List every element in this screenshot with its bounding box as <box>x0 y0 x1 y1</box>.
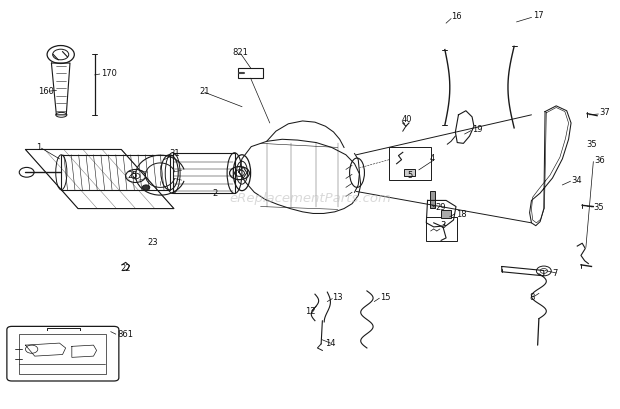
Text: 19: 19 <box>472 126 482 135</box>
Text: 31: 31 <box>169 149 180 158</box>
Text: 3: 3 <box>440 221 445 230</box>
Text: 17: 17 <box>533 11 543 20</box>
Text: 35: 35 <box>586 140 596 149</box>
Text: 821: 821 <box>232 48 248 57</box>
Circle shape <box>143 185 150 190</box>
Text: 18: 18 <box>456 210 467 219</box>
Bar <box>430 191 435 208</box>
Text: eReplacementParts.com: eReplacementParts.com <box>229 192 391 205</box>
Text: 16: 16 <box>451 13 462 22</box>
Text: 1: 1 <box>37 143 42 152</box>
Text: 40: 40 <box>402 115 412 124</box>
Bar <box>61 155 170 190</box>
Text: 12: 12 <box>305 307 316 316</box>
Text: 861: 861 <box>117 330 133 339</box>
Bar <box>441 210 451 218</box>
Bar <box>404 169 415 176</box>
Text: 5: 5 <box>408 171 413 180</box>
Text: 21: 21 <box>200 87 210 96</box>
Text: 2: 2 <box>212 189 218 198</box>
Text: 14: 14 <box>326 339 336 348</box>
Text: 37: 37 <box>600 108 610 117</box>
Text: 170: 170 <box>101 69 117 78</box>
Bar <box>238 68 263 78</box>
Text: 25: 25 <box>127 171 138 180</box>
Text: 8: 8 <box>529 292 535 301</box>
Text: 160: 160 <box>38 87 54 96</box>
Bar <box>172 153 234 193</box>
Bar <box>19 334 106 374</box>
Text: 34: 34 <box>572 175 582 184</box>
Text: 23: 23 <box>148 238 158 247</box>
Text: 22: 22 <box>120 264 131 273</box>
Text: 13: 13 <box>332 293 343 302</box>
Text: 29: 29 <box>436 203 446 212</box>
Text: 36: 36 <box>595 156 605 165</box>
Text: 4: 4 <box>430 154 435 163</box>
Bar <box>427 217 457 241</box>
Bar <box>389 147 432 180</box>
Text: 7: 7 <box>552 269 558 278</box>
Text: 35: 35 <box>593 203 604 212</box>
Text: 15: 15 <box>381 293 391 302</box>
